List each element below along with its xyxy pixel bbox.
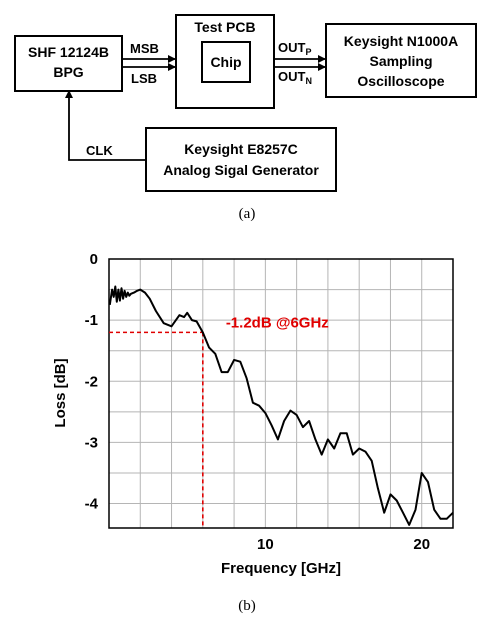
oscilloscope-label-line3: Oscilloscope	[357, 73, 444, 89]
loss-series-line	[108, 285, 454, 526]
bpg-box	[14, 35, 123, 92]
oscilloscope-label-line2: Sampling	[369, 53, 432, 69]
y-tick-label: -2	[85, 373, 98, 390]
outn-label: OUTN	[278, 69, 312, 86]
chart-ticks: 0 -1 -2 -3 -4 10 20	[85, 251, 430, 553]
chart-series	[108, 285, 454, 526]
oscilloscope-box	[325, 23, 477, 98]
lsb-label: LSB	[131, 71, 157, 86]
y-tick-label: -4	[85, 496, 99, 513]
caption-b: (b)	[238, 598, 256, 614]
signal-generator-label-line1: Keysight E8257C	[184, 141, 298, 157]
signal-generator-label-line2: Analog Sigal Generator	[163, 162, 319, 178]
test-pcb-title: Test PCB	[194, 19, 255, 35]
loss-chart: 0 -1 -2 -3 -4 10 20 -1.2dB @6GHz Frequency [GH…	[52, 251, 454, 577]
block-diagram: SHF 12124B BPG Test PCB Chip Keysight N1…	[14, 14, 477, 222]
bpg-label-line1: SHF 12124B	[28, 44, 109, 60]
oscilloscope-label-line1: Keysight N1000A	[344, 33, 458, 49]
y-tick-label: -1	[85, 312, 98, 329]
caption-a: (a)	[239, 206, 256, 222]
x-axis-label: Frequency [GHz]	[221, 560, 341, 577]
y-tick-label: -3	[85, 434, 98, 451]
signal-generator-box	[145, 127, 337, 192]
y-axis-label: Loss [dB]	[52, 358, 69, 427]
chart-grid	[109, 258, 453, 528]
clk-label: CLK	[86, 143, 113, 158]
x-tick-label: 20	[413, 536, 430, 553]
clk-wire	[65, 90, 146, 161]
chip-label: Chip	[210, 54, 241, 70]
msb-label: MSB	[130, 41, 159, 56]
chart-frame	[108, 258, 454, 529]
y-tick-label: 0	[90, 251, 98, 268]
x-tick-label: 10	[257, 536, 274, 553]
chip-box	[201, 41, 251, 83]
annotation-label: -1.2dB @6GHz	[226, 314, 329, 331]
bpg-label-line2: BPG	[53, 64, 83, 80]
outp-label: OUTP	[278, 40, 311, 57]
chart-annotation: -1.2dB @6GHz	[109, 314, 329, 528]
